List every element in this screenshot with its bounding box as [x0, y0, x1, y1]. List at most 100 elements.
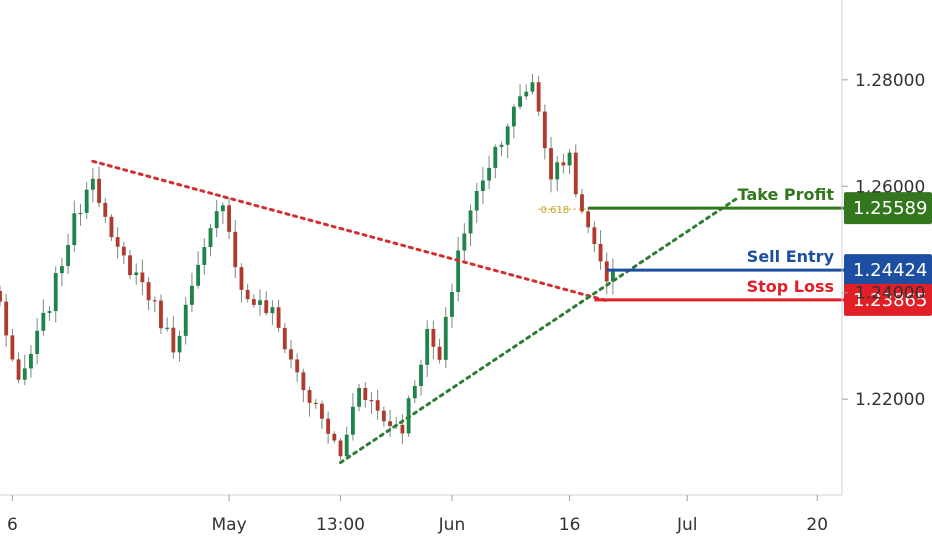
candle-body — [97, 178, 101, 203]
candle-body — [264, 300, 269, 314]
candle-body — [555, 162, 560, 180]
candle-body — [109, 216, 114, 238]
candle-body — [511, 106, 516, 127]
candle-body — [344, 434, 349, 457]
candle-body — [301, 372, 306, 391]
trade-levels: Take Profit 1.25589 Sell Entry 1.24424 S… — [588, 185, 932, 316]
candle-body — [586, 211, 591, 228]
take-profit-label: Take Profit — [738, 185, 835, 204]
candle-body — [128, 255, 132, 276]
candle-body — [35, 330, 40, 354]
candle-body — [375, 400, 380, 411]
candle-body — [140, 272, 145, 283]
candle-body — [350, 406, 355, 435]
candle-body — [363, 387, 368, 401]
candle-body — [270, 307, 275, 314]
stop-loss-price-tag — [844, 283, 932, 316]
candle-body — [41, 312, 46, 331]
candle-body — [419, 364, 423, 386]
candle-body — [245, 289, 250, 300]
candle-body — [227, 205, 231, 232]
ascending-support-trendline[interactable] — [339, 197, 739, 465]
take-profit-price-tag — [844, 192, 932, 225]
candle-body — [487, 167, 492, 181]
candle-body — [208, 228, 213, 248]
candle-body — [276, 307, 281, 328]
take-profit-price: 1.25589 — [853, 198, 927, 219]
candle-body — [561, 162, 566, 166]
candle-body — [183, 304, 188, 336]
candle-body — [412, 385, 417, 399]
candle-body — [450, 291, 454, 317]
candle-body — [16, 359, 21, 380]
candle-body — [518, 96, 522, 107]
x-axis[interactable]: 6 May 13:00 Jun 16 Jul 20 — [0, 494, 842, 535]
candle-body — [400, 424, 405, 434]
candle-body — [177, 335, 182, 353]
candle-body — [549, 148, 553, 180]
candle-body — [196, 264, 201, 286]
stop-loss-price: 1.23865 — [853, 290, 927, 311]
candle-body — [611, 271, 615, 282]
y-tick-label: 1.22000 — [855, 390, 925, 410]
candle-body — [443, 316, 448, 360]
candle-body — [468, 210, 473, 234]
descending-resistance-trendline[interactable] — [91, 159, 609, 303]
candle-body — [573, 152, 578, 195]
candle-body — [326, 418, 331, 434]
candle-body — [567, 152, 572, 166]
candle-body — [456, 250, 461, 292]
candle-body — [493, 146, 498, 168]
candle-body — [289, 349, 293, 360]
sell-entry-price-tag — [844, 254, 932, 287]
candle-body — [190, 285, 194, 305]
candle-body — [357, 387, 362, 407]
candle-body — [103, 202, 108, 217]
candle-body — [307, 390, 312, 403]
candle-body — [220, 205, 225, 212]
candle-body — [10, 335, 15, 360]
candle-body — [84, 189, 89, 213]
candle-body — [59, 266, 64, 274]
candle-body — [462, 233, 467, 251]
x-tick-label: 16 — [559, 515, 581, 535]
candle-body — [22, 368, 27, 380]
candle-body — [580, 194, 584, 212]
x-tick-label: 20 — [806, 515, 828, 535]
stop-loss-label: Stop Loss — [747, 277, 834, 296]
candle-body — [338, 440, 343, 457]
candle-body — [480, 180, 485, 192]
candle-body — [165, 327, 170, 329]
candle-body — [66, 245, 71, 267]
candle-body — [53, 273, 58, 312]
candle-body — [542, 111, 547, 149]
candle-body — [505, 126, 510, 145]
candle-body — [171, 327, 176, 353]
candle-body — [152, 300, 157, 302]
candle-body — [202, 247, 207, 265]
y-axis[interactable]: 1.22000 1.24000 1.26000 1.28000 — [841, 0, 925, 495]
candle-body — [437, 346, 442, 360]
x-tick-label: Jun — [438, 515, 466, 535]
candle-body — [159, 300, 163, 329]
candle-body — [388, 421, 392, 426]
sell-entry-price: 1.24424 — [853, 260, 927, 281]
candle-body — [536, 82, 541, 112]
candle-body — [146, 282, 151, 301]
candle-body — [251, 299, 256, 305]
x-tick-label: May — [211, 515, 246, 535]
candle-body — [4, 301, 9, 336]
candle-body — [381, 410, 386, 422]
candle-body — [313, 402, 318, 405]
candle-body — [0, 290, 2, 302]
candle-body — [282, 327, 287, 350]
candle-body — [474, 191, 479, 211]
candle-body — [524, 91, 529, 97]
candle-body — [598, 243, 603, 262]
candle-body — [115, 237, 120, 247]
candle-body — [72, 213, 77, 246]
candle-body — [295, 359, 300, 373]
candle-body — [239, 267, 244, 290]
candle-body — [332, 433, 337, 441]
